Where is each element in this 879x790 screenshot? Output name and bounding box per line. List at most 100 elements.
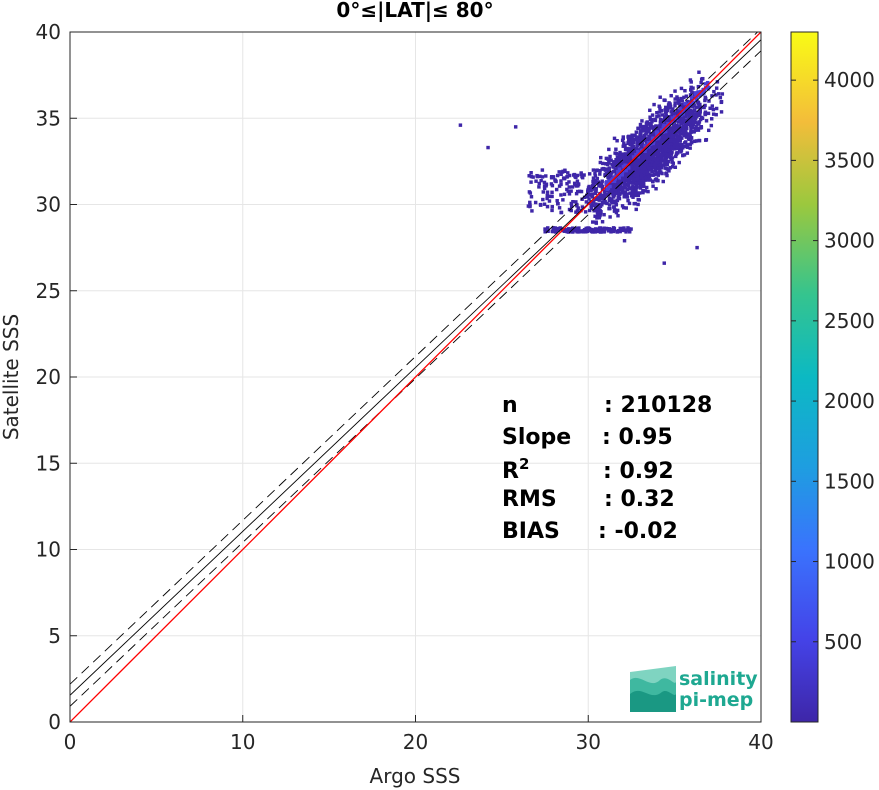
density-cell bbox=[661, 118, 665, 123]
fit-line bbox=[70, 39, 761, 696]
density-cell bbox=[598, 168, 602, 173]
density-cell bbox=[594, 221, 599, 225]
density-cell bbox=[545, 204, 550, 209]
x-axis-label: Argo SSS bbox=[370, 764, 461, 788]
density-cell-high bbox=[674, 117, 679, 121]
y-tick-label: 25 bbox=[36, 279, 61, 303]
density-cell bbox=[616, 191, 621, 195]
density-cell bbox=[718, 95, 723, 100]
density-cell bbox=[680, 106, 685, 111]
density-cell bbox=[601, 161, 605, 166]
density-cell bbox=[618, 226, 622, 231]
density-cell bbox=[647, 129, 651, 134]
density-cell bbox=[650, 113, 655, 117]
density-cell bbox=[613, 185, 617, 189]
stat-label: Slope bbox=[502, 425, 571, 450]
stat-value: : -0.02 bbox=[598, 519, 678, 544]
density-cell bbox=[672, 144, 677, 149]
density-cell bbox=[676, 99, 680, 103]
density-cell bbox=[703, 98, 707, 103]
density-cell bbox=[591, 168, 596, 172]
density-cell bbox=[698, 105, 703, 109]
density-cell bbox=[605, 193, 609, 197]
density-cell bbox=[669, 93, 673, 98]
density-cell bbox=[659, 120, 663, 125]
density-cell bbox=[658, 155, 662, 160]
density-cell bbox=[646, 156, 651, 161]
density-cell bbox=[616, 214, 620, 218]
density-cell bbox=[675, 140, 679, 145]
density-cell bbox=[529, 171, 533, 175]
density-cell bbox=[708, 106, 712, 111]
density-cell bbox=[577, 189, 582, 194]
y-tick-label: 0 bbox=[48, 710, 61, 734]
x-axis-ticks: 0 10 20 30 40 bbox=[64, 715, 774, 754]
density-cell bbox=[633, 133, 637, 138]
density-cell-high bbox=[705, 80, 710, 85]
density-cell bbox=[664, 143, 668, 147]
density-cell-high bbox=[626, 166, 631, 170]
density-cell bbox=[601, 166, 605, 171]
density-cell-high bbox=[616, 169, 620, 174]
density-cell bbox=[695, 100, 700, 104]
density-cell bbox=[697, 138, 702, 143]
density-cell bbox=[668, 155, 673, 160]
density-cell-high bbox=[662, 123, 666, 128]
density-cell bbox=[659, 165, 664, 169]
density-cell bbox=[651, 133, 655, 137]
density-cell bbox=[652, 162, 657, 167]
density-cell bbox=[543, 230, 547, 234]
density-cell bbox=[716, 92, 721, 96]
density-cell bbox=[622, 175, 626, 179]
density-cell bbox=[692, 96, 696, 100]
density-cell bbox=[545, 196, 549, 201]
density-cell bbox=[640, 142, 645, 146]
density-cell bbox=[537, 185, 541, 189]
density-cell bbox=[600, 194, 604, 199]
density-cell bbox=[582, 173, 586, 177]
density-cell bbox=[614, 160, 618, 164]
density-cell bbox=[714, 86, 719, 90]
density-cell bbox=[607, 199, 612, 203]
density-cell bbox=[561, 198, 565, 202]
density-cell bbox=[652, 102, 656, 107]
colorbar-tick-label: 2500 bbox=[824, 309, 875, 333]
density-cell bbox=[631, 184, 635, 188]
density-cell bbox=[618, 165, 622, 169]
density-cell bbox=[622, 190, 626, 194]
density-cell bbox=[544, 182, 549, 186]
density-cell bbox=[619, 177, 624, 181]
density-cell bbox=[550, 190, 554, 195]
density-cell bbox=[640, 156, 645, 160]
density-cell bbox=[551, 226, 556, 230]
density-cell bbox=[648, 150, 653, 154]
density-cell bbox=[534, 179, 538, 183]
density-cell bbox=[574, 174, 578, 178]
density-cell-high bbox=[671, 120, 675, 125]
density-cloud bbox=[458, 70, 725, 265]
density-cell bbox=[679, 120, 683, 125]
density-cell bbox=[608, 215, 612, 219]
colorbar-tick-label: 1000 bbox=[824, 550, 875, 574]
density-cell bbox=[598, 226, 603, 230]
density-cell bbox=[698, 102, 702, 107]
density-cell bbox=[565, 174, 570, 179]
density-cell bbox=[702, 105, 706, 110]
density-cell bbox=[635, 164, 640, 169]
density-cell bbox=[683, 88, 687, 93]
stat-label-superscript: 2 bbox=[519, 455, 529, 473]
density-cell bbox=[640, 169, 645, 173]
density-cell-high bbox=[624, 168, 628, 173]
density-cell bbox=[591, 184, 596, 189]
density-cell bbox=[681, 129, 686, 134]
density-cell bbox=[655, 178, 659, 183]
density-cell bbox=[613, 207, 617, 212]
density-cell bbox=[598, 172, 602, 176]
density-cell-high bbox=[656, 136, 660, 141]
density-cell bbox=[566, 171, 570, 175]
density-cell bbox=[643, 154, 648, 158]
density-cell bbox=[669, 145, 673, 150]
density-cell bbox=[688, 123, 693, 128]
density-cell bbox=[625, 195, 630, 199]
density-cell bbox=[672, 130, 676, 135]
